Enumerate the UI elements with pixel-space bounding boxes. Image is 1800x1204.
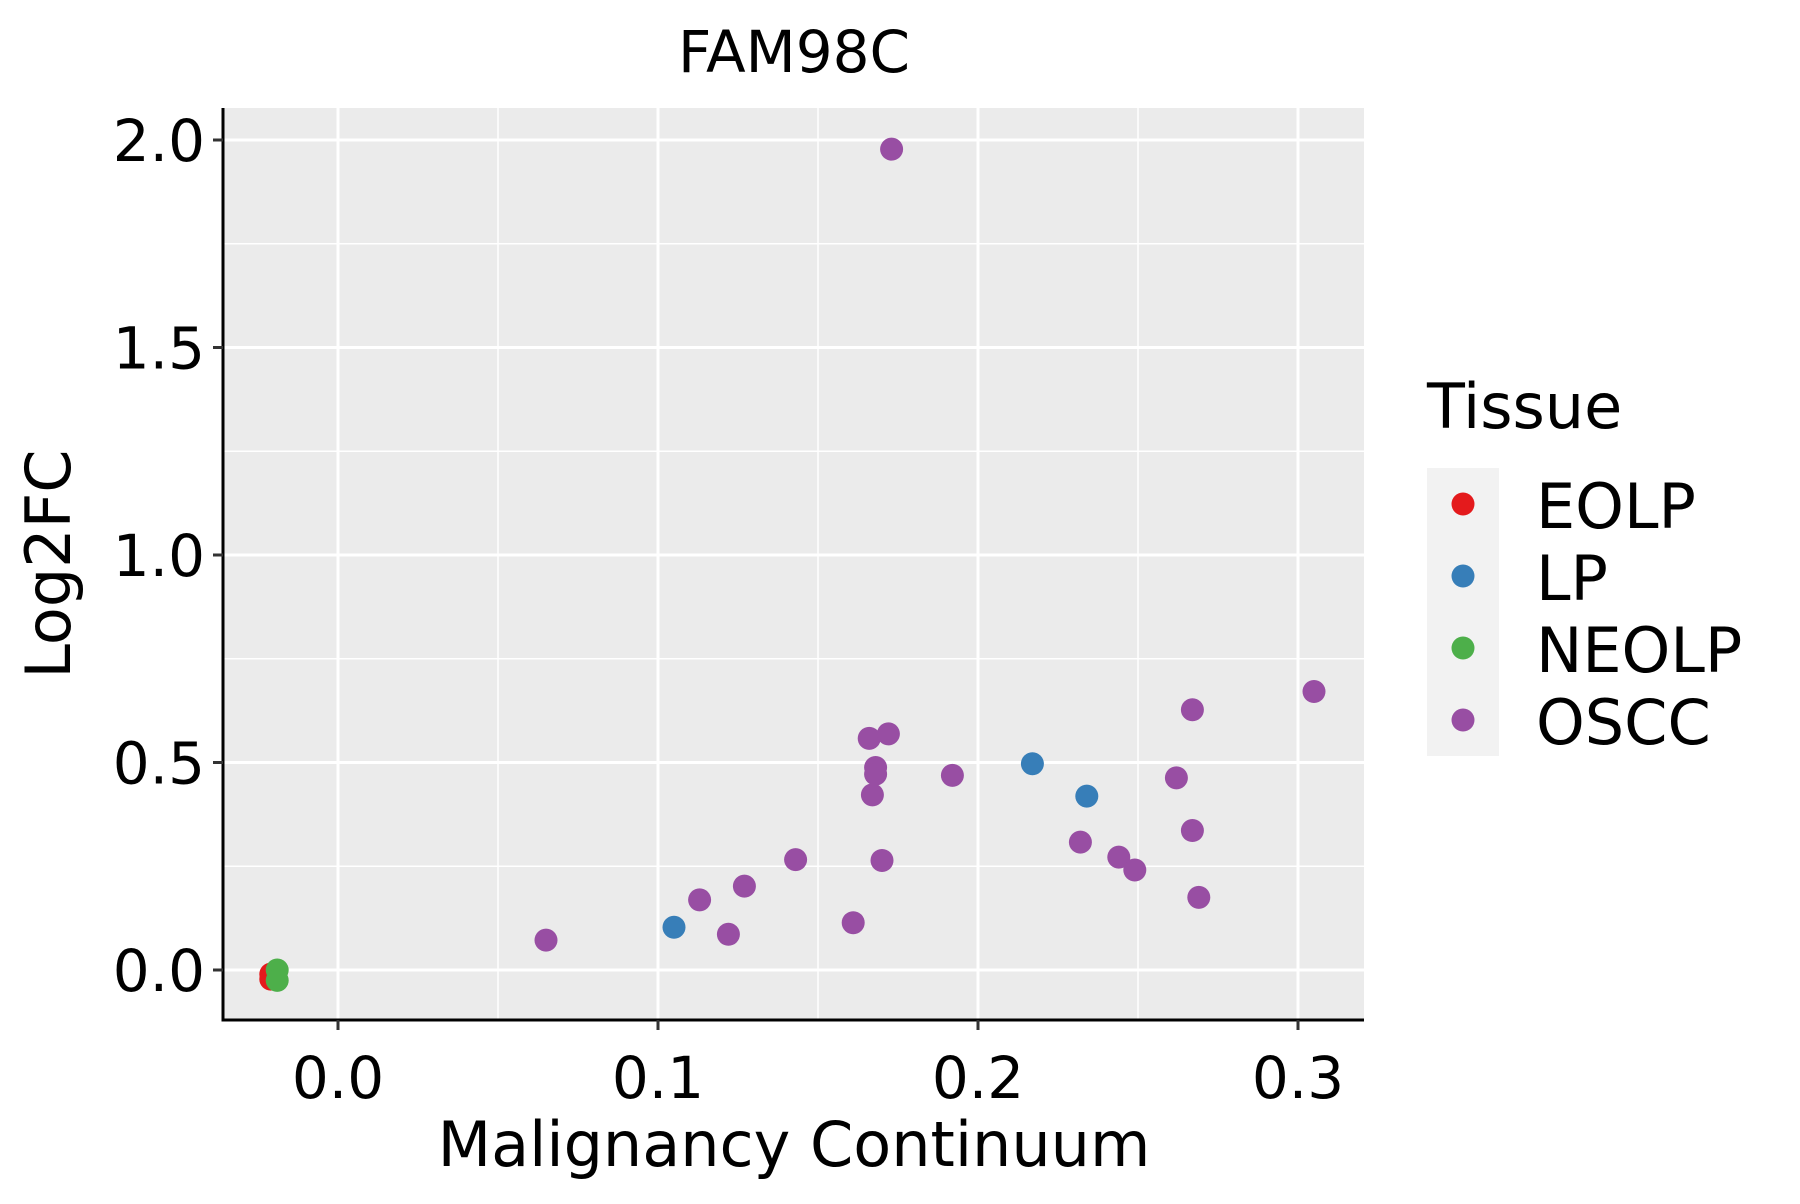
point-lp bbox=[662, 915, 686, 939]
legend-label-oscc: OSCC bbox=[1536, 686, 1711, 759]
point-oscc bbox=[732, 874, 756, 898]
legend-key-background bbox=[1427, 468, 1499, 756]
data-points bbox=[259, 137, 1326, 992]
point-oscc bbox=[688, 888, 712, 912]
y-tick-label: 0.0 bbox=[113, 937, 205, 1005]
point-oscc bbox=[841, 911, 865, 935]
point-oscc bbox=[940, 763, 964, 787]
point-oscc bbox=[1164, 766, 1188, 790]
point-oscc bbox=[784, 848, 808, 872]
legend-label-neolp: NEOLP bbox=[1536, 614, 1742, 687]
point-oscc bbox=[1107, 845, 1131, 869]
point-oscc bbox=[857, 726, 881, 750]
y-axis-title: Log2FC bbox=[12, 449, 85, 678]
point-oscc bbox=[1068, 830, 1092, 854]
point-oscc bbox=[870, 848, 894, 872]
chart-title: FAM98C bbox=[678, 18, 910, 86]
x-tick-label: 0.2 bbox=[932, 1044, 1024, 1112]
x-tick-label: 0.1 bbox=[612, 1044, 704, 1112]
x-tick-label: 0.3 bbox=[1252, 1044, 1344, 1112]
point-oscc bbox=[860, 783, 884, 807]
grid-lines bbox=[223, 108, 1364, 1020]
legend-key-neolp bbox=[1451, 636, 1475, 660]
point-oscc bbox=[864, 762, 888, 786]
y-tick-label: 1.5 bbox=[113, 315, 205, 383]
point-oscc bbox=[716, 922, 740, 946]
x-axis-title: Malignancy Continuum bbox=[438, 1108, 1151, 1181]
legend-key-oscc bbox=[1451, 708, 1475, 732]
point-oscc bbox=[1187, 885, 1211, 909]
legend-key-eolp bbox=[1451, 492, 1475, 516]
point-lp bbox=[1020, 752, 1044, 776]
y-tick-label: 1.0 bbox=[113, 522, 205, 590]
point-neolp bbox=[265, 968, 289, 992]
legend-label-eolp: EOLP bbox=[1536, 470, 1696, 543]
point-oscc bbox=[1180, 698, 1204, 722]
point-oscc bbox=[534, 928, 558, 952]
point-oscc bbox=[1180, 819, 1204, 843]
point-oscc bbox=[876, 722, 900, 746]
point-oscc bbox=[1123, 858, 1147, 882]
legend-label-lp: LP bbox=[1536, 542, 1608, 615]
point-oscc bbox=[880, 137, 904, 161]
x-tick-label: 0.0 bbox=[292, 1044, 384, 1112]
legend-key-lp bbox=[1451, 564, 1475, 588]
point-oscc bbox=[1302, 680, 1326, 704]
plot-panel bbox=[223, 108, 1364, 1020]
legend-title: Tissue bbox=[1426, 370, 1622, 443]
y-tick-label: 0.5 bbox=[113, 730, 205, 798]
axis-ticks: 0.0 0.1 0.2 0.3 0.0 0.5 1.0 1.5 2.0 bbox=[113, 107, 1344, 1112]
y-tick-label: 2.0 bbox=[113, 107, 205, 175]
point-lp bbox=[1075, 784, 1099, 808]
